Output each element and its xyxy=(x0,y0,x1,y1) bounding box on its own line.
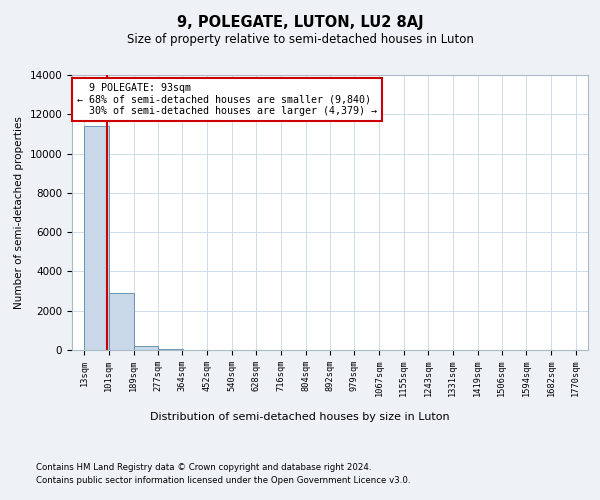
Text: 9 POLEGATE: 93sqm  
← 68% of semi-detached houses are smaller (9,840)
  30% of s: 9 POLEGATE: 93sqm ← 68% of semi-detached… xyxy=(77,83,377,116)
Text: Size of property relative to semi-detached houses in Luton: Size of property relative to semi-detach… xyxy=(127,32,473,46)
Bar xyxy=(158,349,183,350)
Text: Contains public sector information licensed under the Open Government Licence v3: Contains public sector information licen… xyxy=(36,476,410,485)
Text: Distribution of semi-detached houses by size in Luton: Distribution of semi-detached houses by … xyxy=(150,412,450,422)
Bar xyxy=(109,293,134,350)
Bar xyxy=(134,346,158,350)
Y-axis label: Number of semi-detached properties: Number of semi-detached properties xyxy=(14,116,24,309)
Text: Contains HM Land Registry data © Crown copyright and database right 2024.: Contains HM Land Registry data © Crown c… xyxy=(36,462,371,471)
Bar xyxy=(85,126,109,350)
Text: 9, POLEGATE, LUTON, LU2 8AJ: 9, POLEGATE, LUTON, LU2 8AJ xyxy=(176,15,424,30)
